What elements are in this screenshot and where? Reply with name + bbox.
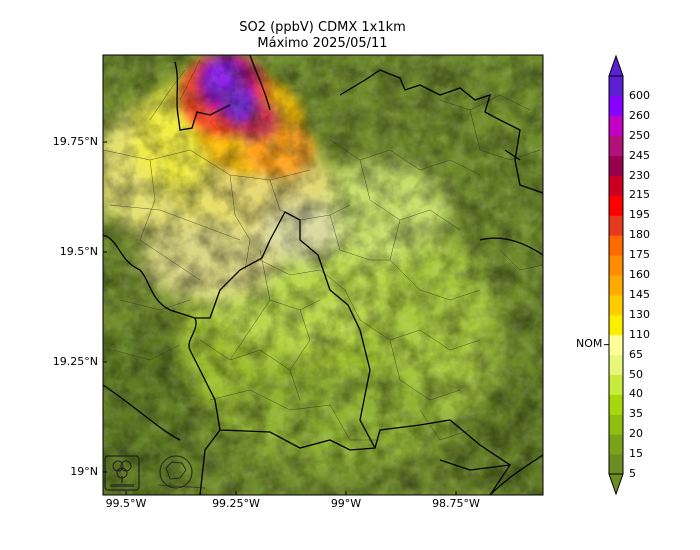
- colorbar-segment: [609, 135, 623, 157]
- colorbar-level-label: 160: [629, 268, 650, 281]
- map-title-line2: Máximo 2025/05/11: [257, 36, 388, 51]
- cdmx-map-logo-icon: [157, 455, 206, 489]
- colorbar-segment: [609, 294, 623, 316]
- colorbar-segment: [609, 334, 623, 356]
- colorbar-level-label: 50: [629, 367, 643, 381]
- colorbar-segment: [609, 394, 623, 415]
- colorbar-level-label: 40: [629, 387, 643, 401]
- colorbar-segment: [609, 414, 623, 435]
- colorbar-level-label: 175: [629, 248, 650, 262]
- lon-tick-label: 99.25°W: [212, 497, 260, 510]
- colorbar: [604, 54, 624, 496]
- colorbar-level-label: 20: [629, 427, 643, 441]
- colorbar-segment: [609, 354, 623, 375]
- colorbar-level-label: 195: [629, 208, 650, 222]
- lat-tick-label: 19.75°N: [52, 135, 98, 148]
- terrain-highlight: [103, 55, 543, 495]
- colorbar-segment: [609, 314, 623, 336]
- nom-label: NOM: [576, 337, 603, 350]
- colorbar-level-label: 15: [629, 447, 643, 461]
- state-boundaries: [103, 55, 543, 495]
- lat-tick-label: 19.25°N: [52, 355, 98, 368]
- lat-tick-label: 19°N: [70, 465, 98, 478]
- colorbar-segment: [609, 235, 623, 256]
- map-title-line1: SO2 (ppbV) CDMX 1x1km: [239, 20, 406, 35]
- sedema-tree-logo-icon: [104, 455, 140, 491]
- colorbar-extend-high: [608, 54, 624, 77]
- colorbar-segment: [609, 434, 623, 455]
- colorbar-level-label: 250: [629, 128, 650, 142]
- colorbar-segment: [609, 374, 623, 395]
- map-area: [103, 55, 543, 495]
- axis-ticks: [103, 141, 457, 495]
- colorbar-segment: [609, 76, 623, 97]
- colorbar-level-label: 5: [629, 467, 636, 480]
- colorbar-extend-low: [608, 473, 624, 496]
- colorbar-level-label: 35: [629, 407, 643, 421]
- colorbar-segment: [609, 255, 623, 276]
- map-frame: [102, 54, 544, 496]
- municipal-boundaries: [103, 59, 543, 441]
- colorbar-level-label: 130: [629, 307, 650, 321]
- colorbar-frame: [608, 75, 624, 475]
- colorbar-level-label: 110: [629, 327, 650, 341]
- colorbar-level-label: 230: [629, 168, 650, 182]
- colorbar-segment: [609, 454, 623, 475]
- lat-tick-label: 19.5°N: [59, 245, 98, 258]
- colorbar-level-label: 215: [629, 188, 650, 202]
- colorbar-segment: [609, 215, 623, 236]
- colorbar-level-label: 260: [629, 108, 650, 122]
- lon-tick-label: 99°W: [330, 497, 362, 510]
- lon-tick-label: 98.75°W: [432, 497, 480, 510]
- colorbar-segment: [609, 115, 623, 137]
- colorbar-segment: [609, 275, 623, 296]
- colorbar-level-label: 145: [629, 287, 650, 301]
- colorbar-level-label: 180: [629, 228, 650, 242]
- colorbar-level-label: 65: [629, 347, 643, 361]
- colorbar-segment: [609, 195, 623, 216]
- colorbar-segment: [609, 175, 623, 196]
- colorbar-level-label: 245: [629, 148, 650, 162]
- colorbar-segment: [609, 95, 623, 117]
- colorbar-segment: [609, 155, 623, 176]
- lon-tick-label: 99.5°W: [105, 497, 147, 510]
- colorbar-level-label: 600: [629, 88, 650, 102]
